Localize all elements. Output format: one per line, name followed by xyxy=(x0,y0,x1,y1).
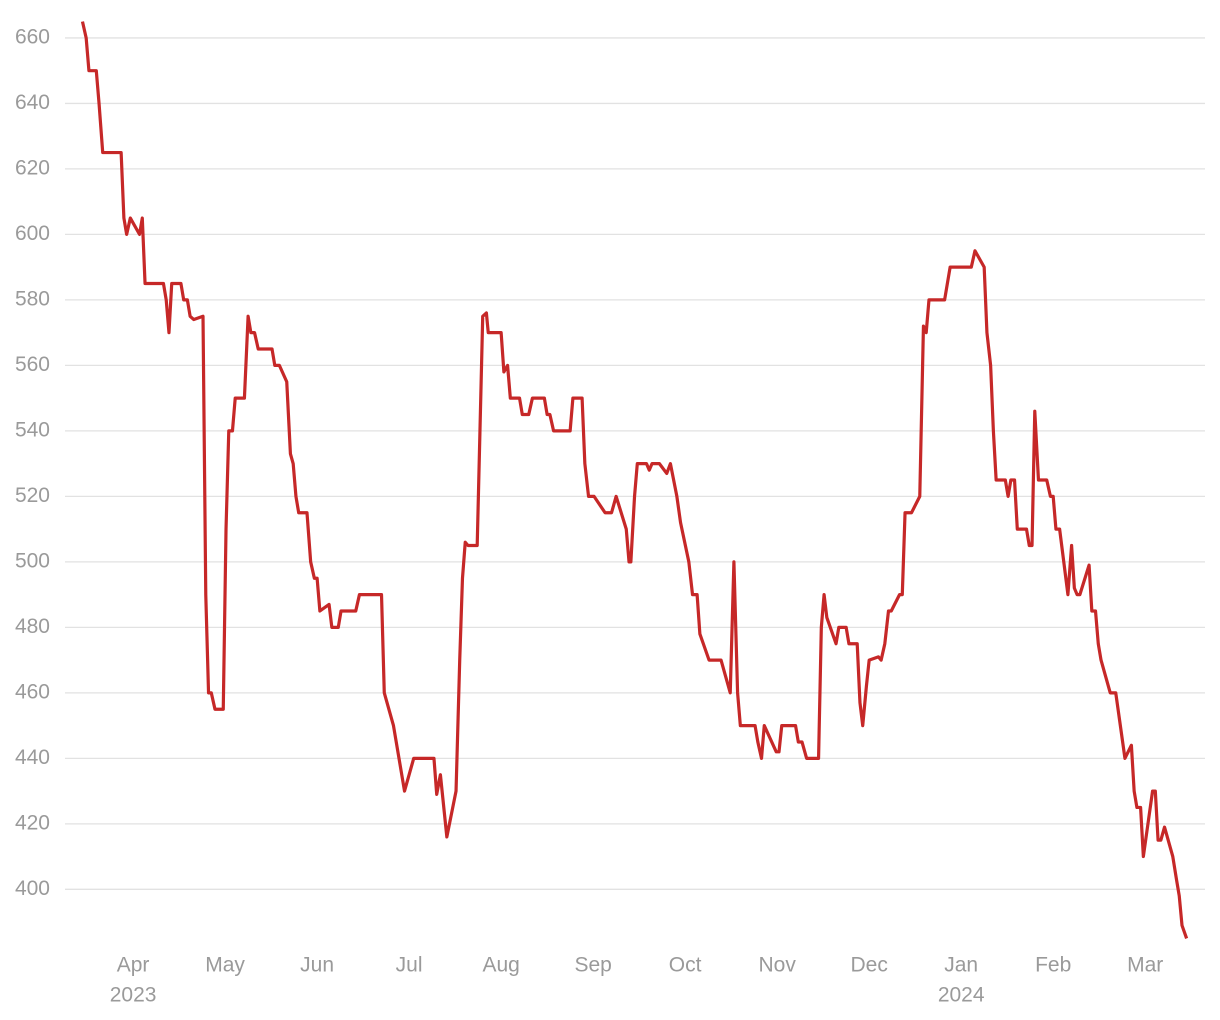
y-tick-label: 420 xyxy=(15,811,50,834)
x-tick-label: Sep xyxy=(574,954,611,977)
y-tick-label: 600 xyxy=(15,222,50,245)
y-tick-label: 400 xyxy=(15,877,50,900)
y-tick-label: 620 xyxy=(15,156,50,179)
x-year-label: 2024 xyxy=(938,984,985,1007)
x-tick-label: Apr xyxy=(117,954,150,977)
y-tick-label: 440 xyxy=(15,746,50,769)
x-tick-label: Jun xyxy=(300,954,334,977)
y-tick-label: 560 xyxy=(15,353,50,376)
x-tick-label: May xyxy=(205,954,245,977)
price-line xyxy=(80,21,1189,939)
y-tick-label: 500 xyxy=(15,549,50,572)
y-tick-label: 520 xyxy=(15,484,50,507)
x-tick-label: Feb xyxy=(1035,954,1071,977)
x-year-label: 2023 xyxy=(110,984,157,1007)
x-tick-label: Dec xyxy=(850,954,887,977)
y-tick-label: 480 xyxy=(15,615,50,638)
x-tick-label: Nov xyxy=(758,954,796,977)
x-tick-label: Oct xyxy=(669,954,702,977)
y-tick-label: 660 xyxy=(15,25,50,48)
x-tick-label: Aug xyxy=(482,954,519,977)
x-tick-label: Mar xyxy=(1127,954,1163,977)
x-tick-label: Jul xyxy=(396,954,423,977)
y-tick-label: 540 xyxy=(15,418,50,441)
y-tick-label: 640 xyxy=(15,91,50,114)
x-tick-label: Jan xyxy=(944,954,978,977)
y-tick-label: 580 xyxy=(15,287,50,310)
y-tick-label: 460 xyxy=(15,680,50,703)
